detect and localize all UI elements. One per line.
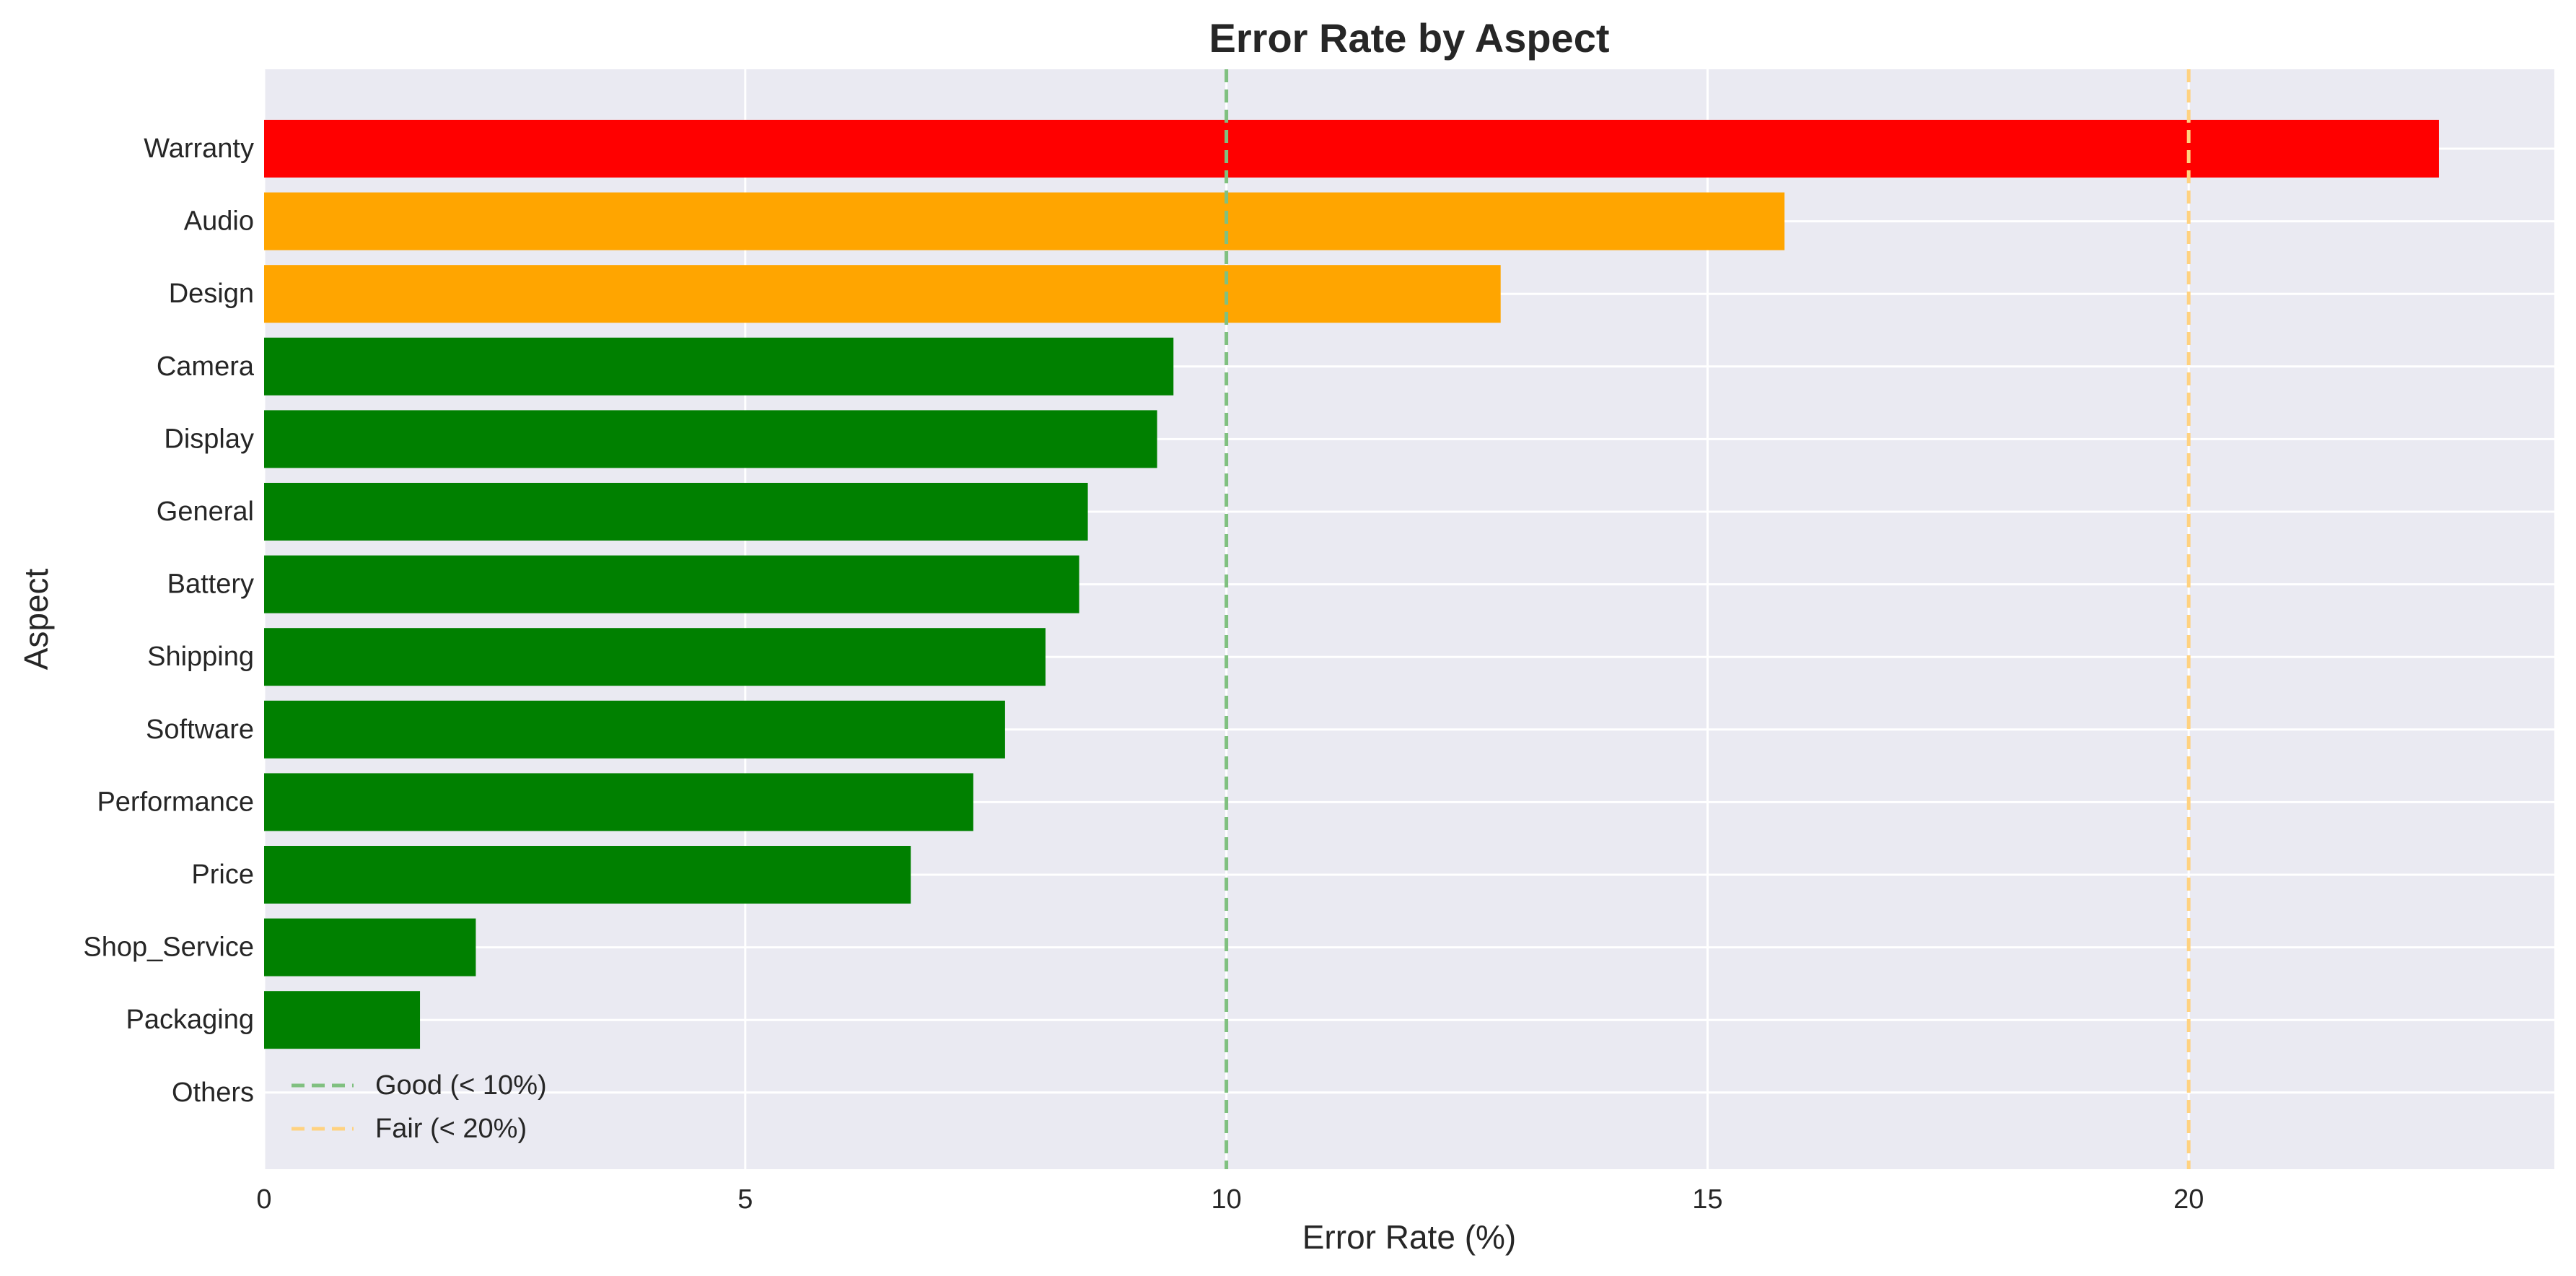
bar-camera — [264, 337, 1174, 396]
y-tick-label: Packaging — [126, 1005, 254, 1035]
y-tick-label: Others — [172, 1078, 254, 1108]
bar-packaging — [264, 991, 421, 1049]
legend-label: Fair (< 20%) — [375, 1114, 527, 1144]
bar-shop-service — [264, 918, 476, 976]
plot-background — [264, 69, 2554, 1169]
x-tick-label: 5 — [737, 1184, 753, 1215]
bar-shipping — [264, 628, 1046, 686]
y-tick-label: Shop_Service — [83, 932, 254, 963]
reference-lines — [1225, 69, 2191, 1169]
x-tick-label: 0 — [256, 1184, 271, 1215]
x-tick-label: 20 — [2173, 1184, 2204, 1215]
legend: Good (< 10%) Fair (< 20%) — [292, 1070, 547, 1144]
x-axis-label: Error Rate (%) — [1302, 1218, 1516, 1256]
bar-general — [264, 483, 1088, 541]
bar-warranty — [264, 120, 2439, 178]
legend-label: Good (< 10%) — [375, 1070, 547, 1101]
x-tick-label: 15 — [1692, 1184, 1722, 1215]
y-tick-label: Audio — [184, 206, 254, 237]
bar-battery — [264, 555, 1079, 613]
y-tick-label: Performance — [97, 787, 254, 817]
bar-audio — [264, 192, 1785, 250]
y-tick-labels: Warranty Audio Design Camera Display General B… — [83, 134, 254, 1108]
bar-software — [264, 700, 1005, 759]
y-tick-label: General — [157, 497, 254, 527]
x-tick-labels: 0 5 10 15 20 — [256, 1184, 2204, 1215]
y-tick-label: Shipping — [147, 642, 254, 672]
y-tick-label: Battery — [167, 569, 254, 600]
bars — [264, 120, 2439, 1049]
bar-performance — [264, 773, 973, 831]
y-tick-label: Display — [164, 424, 254, 454]
bar-display — [264, 410, 1157, 468]
y-axis-label: Aspect — [17, 568, 55, 670]
chart-title: Error Rate by Aspect — [1209, 15, 1610, 61]
y-tick-label: Software — [146, 715, 254, 745]
bar-price — [264, 846, 911, 904]
y-tick-label: Design — [169, 279, 254, 309]
y-tick-label: Camera — [157, 351, 255, 382]
x-tick-label: 10 — [1211, 1184, 1241, 1215]
y-tick-label: Price — [191, 860, 254, 890]
y-tick-label: Warranty — [144, 134, 254, 164]
bar-design — [264, 265, 1501, 323]
